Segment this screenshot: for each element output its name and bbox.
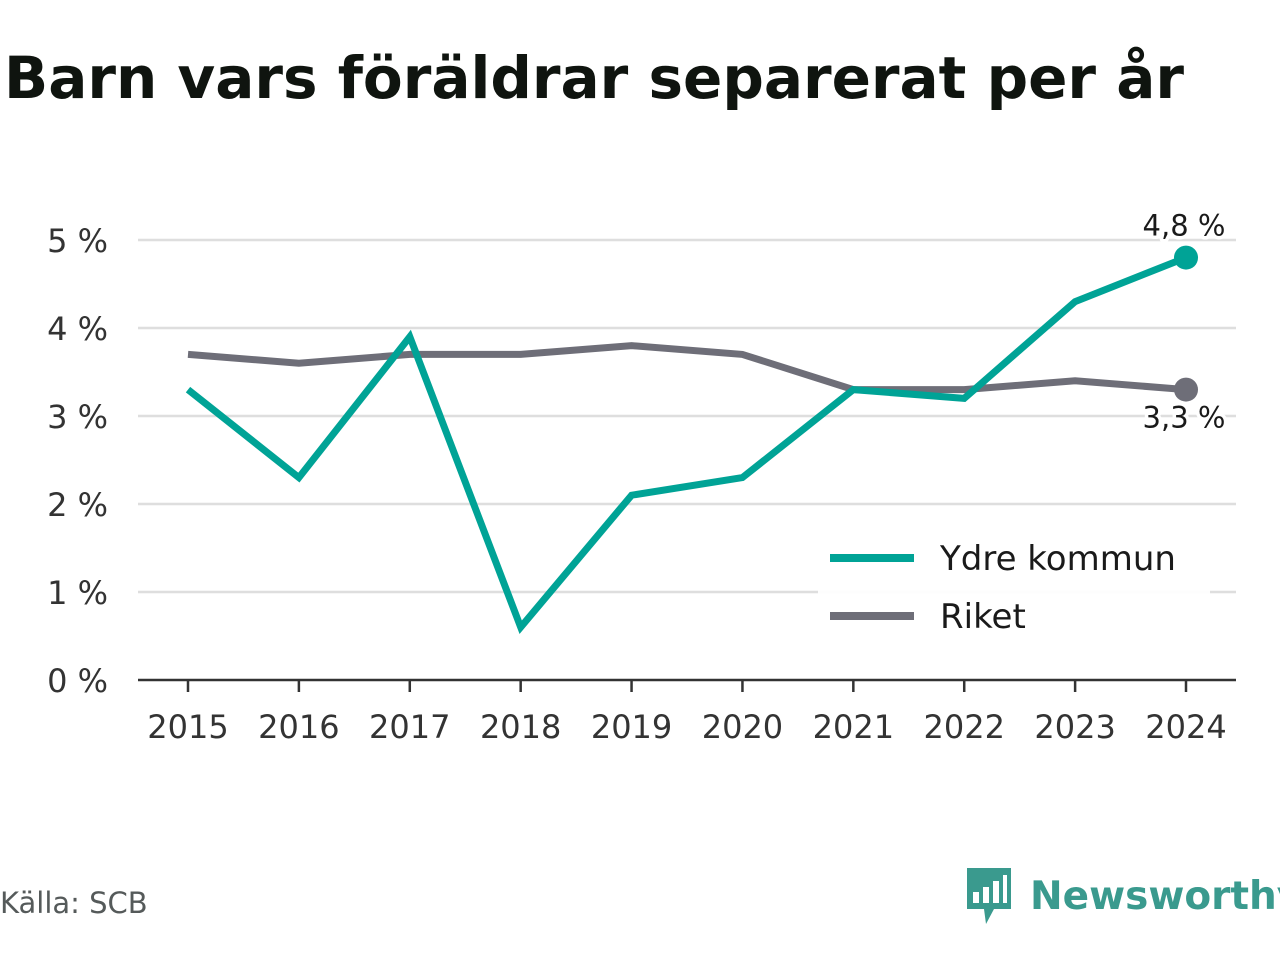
- newsworthy-logo-icon: [967, 868, 1011, 924]
- x-tick-label: 2018: [480, 708, 561, 746]
- y-axis-labels: 0 % 1 % 2 % 3 % 4 % 5 %: [47, 222, 108, 700]
- legend-label: Ydre kommun: [939, 539, 1176, 579]
- source-note: Källa: SCB: [0, 886, 148, 920]
- x-tick-label: 2024: [1145, 708, 1226, 746]
- end-label: 4,8 %: [1143, 209, 1226, 243]
- y-tick-label: 5 %: [47, 222, 108, 260]
- brand-name: Newsworthy: [1030, 873, 1280, 919]
- end-label: 3,3 %: [1143, 401, 1226, 435]
- brand-logo: Newsworthy: [964, 864, 1280, 928]
- y-tick-label: 1 %: [47, 574, 108, 612]
- x-tick-label: 2019: [591, 708, 672, 746]
- x-axis: 2015 2016 2017 2018 2019 2020 2021 2022 2023 2024: [138, 678, 1236, 746]
- series-line: [185, 254, 1188, 635]
- x-tick-label: 2022: [924, 708, 1005, 746]
- series-end-marker: [1174, 245, 1198, 270]
- x-tick-label: 2023: [1034, 708, 1115, 746]
- x-tick-label: 2016: [258, 708, 339, 746]
- y-tick-label: 0 %: [47, 662, 108, 700]
- series-lines: [185, 245, 1198, 635]
- legend: Ydre kommun Riket: [818, 530, 1210, 648]
- y-tick-label: 4 %: [47, 310, 108, 348]
- x-tick-label: 2020: [702, 708, 783, 746]
- series-end-marker: [1174, 377, 1198, 402]
- series-line: [187, 342, 1187, 394]
- x-tick-label: 2015: [147, 708, 228, 746]
- y-tick-label: 2 %: [47, 486, 108, 524]
- legend-label: Riket: [940, 597, 1026, 637]
- x-tick-label: 2017: [369, 708, 450, 746]
- chart-title: Barn vars föräldrar separerat per år: [4, 44, 1184, 112]
- x-tick-label: 2021: [813, 708, 894, 746]
- y-tick-label: 3 %: [47, 398, 108, 436]
- legend-background: [818, 530, 1210, 648]
- end-labels: 4,8 % 3,3 %: [1139, 205, 1229, 438]
